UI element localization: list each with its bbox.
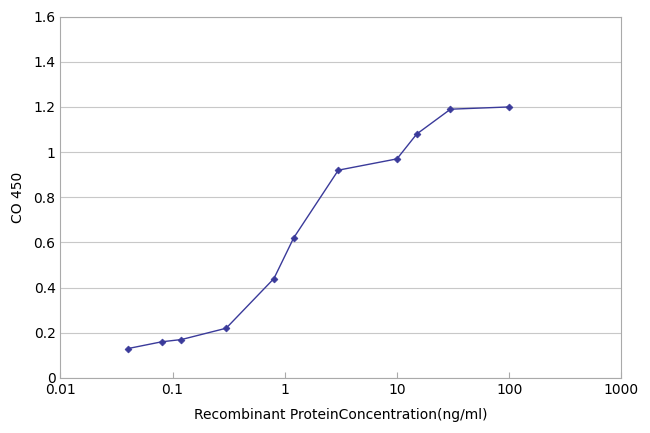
Y-axis label: CO 450: CO 450 xyxy=(11,171,25,223)
X-axis label: Recombinant ProteinConcentration(ng/ml): Recombinant ProteinConcentration(ng/ml) xyxy=(194,408,488,422)
